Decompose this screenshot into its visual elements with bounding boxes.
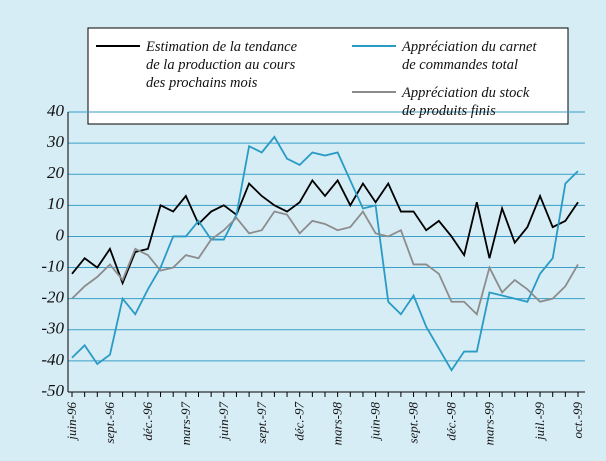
y-tick-label: 40 (47, 101, 65, 120)
x-tick-label: déc.-98 (444, 402, 459, 441)
series-line (71, 209, 579, 316)
x-tick-label: sept.-98 (406, 402, 421, 444)
x-tick-label: juin-98 (368, 402, 383, 442)
x-tick-label: déc.-97 (292, 402, 307, 441)
x-tick-label: déc.-96 (140, 402, 155, 441)
series-line (71, 178, 579, 286)
x-tick-label: sept.-97 (254, 402, 269, 444)
y-tick-label: -30 (41, 319, 64, 338)
y-tick-label: 10 (47, 194, 65, 213)
y-tick-label: -50 (41, 381, 64, 400)
x-tick-label: sept.-96 (102, 402, 117, 444)
y-tick-label: -20 (41, 288, 64, 307)
legend-label: Appréciation du carnet de commandes total (401, 39, 537, 73)
x-tick-label: mars-97 (178, 402, 193, 446)
x-tick-label: juil.-99 (532, 402, 547, 442)
y-tick-label: 0 (56, 225, 65, 244)
legend-label: Appréciation du stock de produits finis (401, 85, 530, 119)
series-line (71, 135, 579, 372)
x-tick-label: mars-99 (481, 402, 496, 446)
y-tick-label: 20 (47, 163, 65, 182)
legend-box (87, 27, 569, 125)
legend-label: Estimation de la tendance de la productio… (145, 39, 298, 91)
x-tick-label: oct.-99 (570, 402, 585, 439)
x-tick-label: juin-96 (64, 402, 79, 442)
x-tick-label: mars-98 (330, 402, 345, 446)
y-tick-label: -10 (41, 256, 64, 275)
y-tick-label: 30 (46, 132, 65, 151)
x-tick-label: juin-97 (216, 402, 231, 442)
y-tick-label: -40 (41, 350, 64, 369)
